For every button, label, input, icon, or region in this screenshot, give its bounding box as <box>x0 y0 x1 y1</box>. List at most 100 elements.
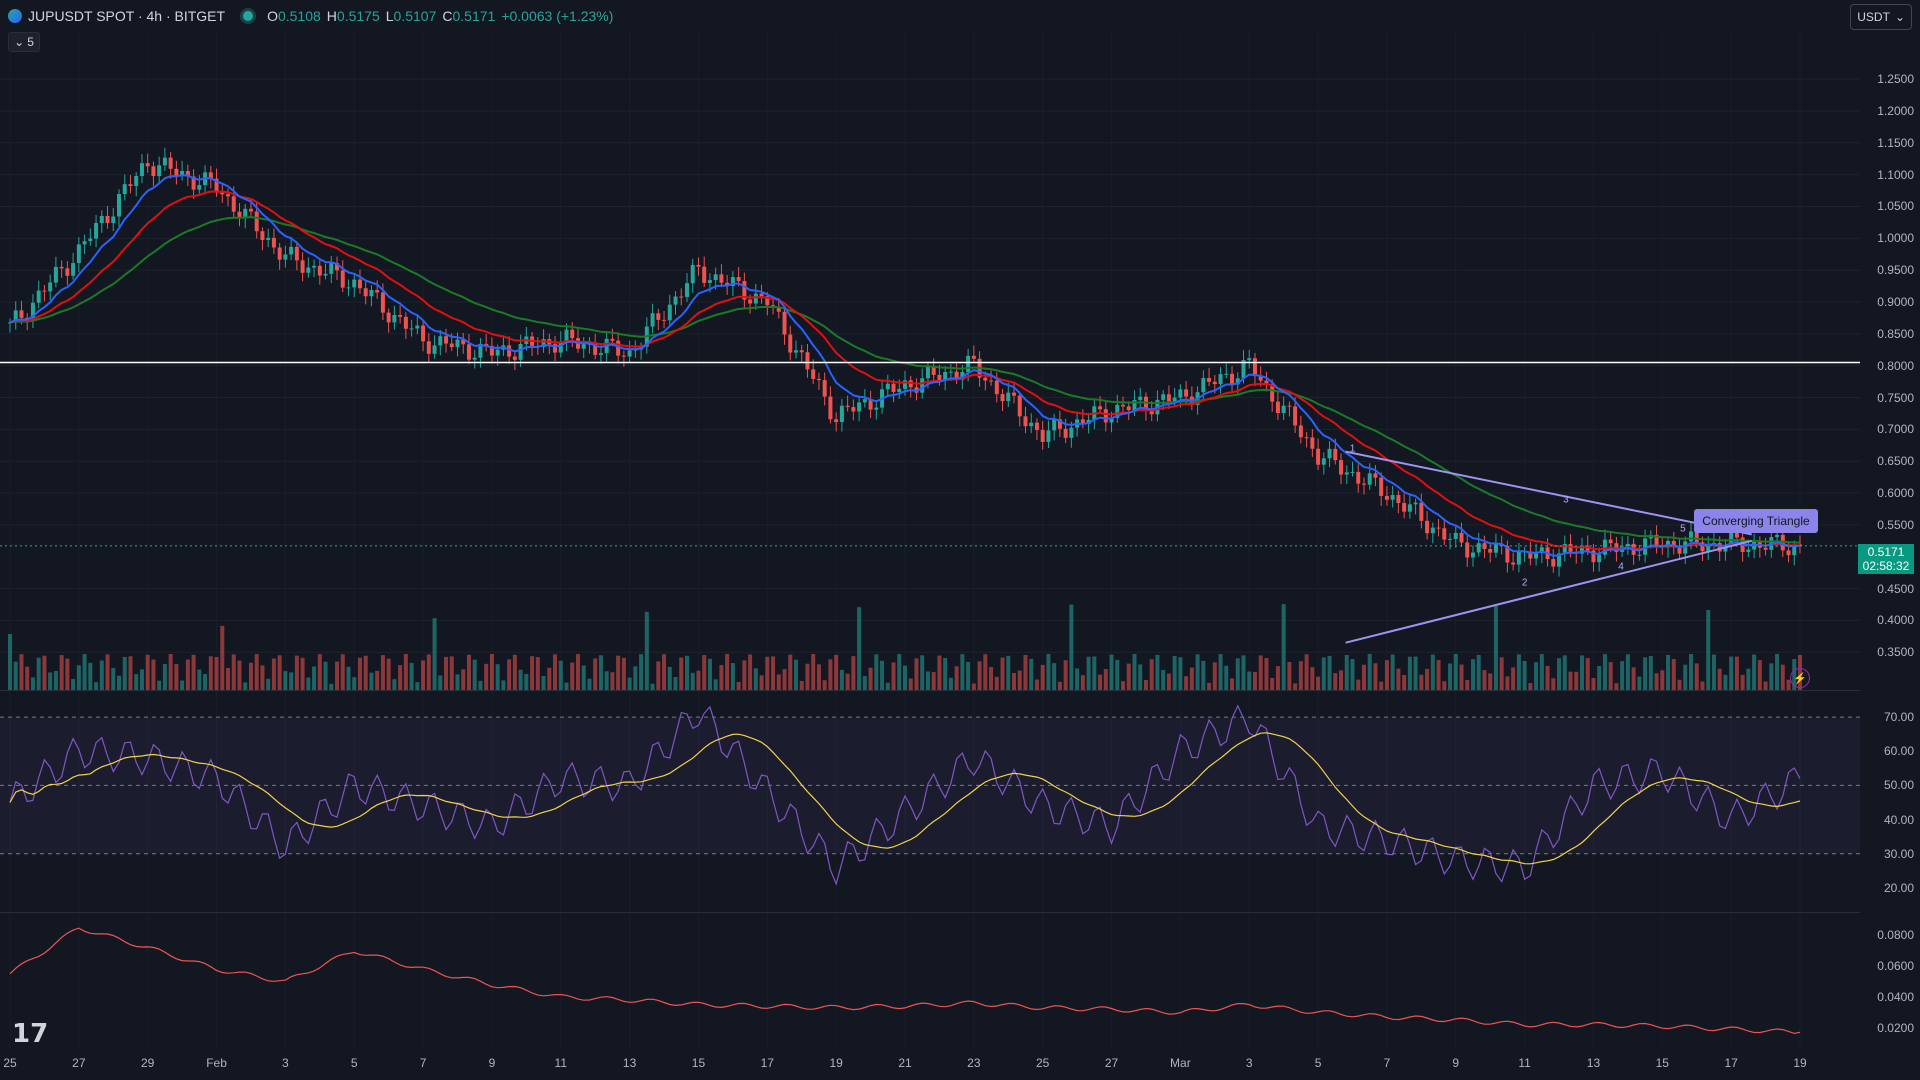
volume-bar <box>392 679 397 690</box>
candle-body <box>610 338 615 341</box>
volume-bar <box>1270 677 1275 690</box>
candle-body <box>1006 392 1011 402</box>
volume-bar <box>1706 610 1711 690</box>
volume-bar <box>960 654 965 690</box>
symbol-title[interactable]: JUPUSDT SPOT · 4h · BITGET <box>28 8 226 24</box>
volume-bar <box>71 679 76 690</box>
pane-separator[interactable] <box>0 690 1860 691</box>
volume-bar <box>1470 659 1475 690</box>
volume-bar <box>558 660 563 690</box>
volume-bar <box>1488 673 1493 690</box>
volume-bar <box>105 654 110 690</box>
volume-bar <box>822 680 827 690</box>
volume-bar <box>799 681 804 690</box>
volume-bar <box>604 671 609 690</box>
volume-bar <box>363 655 368 690</box>
rsi-axis-label: 70.00 <box>1883 710 1914 725</box>
currency-selector[interactable]: USDT ⌄ <box>1850 4 1912 30</box>
volume-bar <box>1212 662 1217 690</box>
volume-bar <box>702 655 707 690</box>
volume-bar <box>1637 676 1642 690</box>
indicators-collapse-button[interactable]: ⌄ 5 <box>8 32 40 52</box>
candle-body <box>966 355 971 372</box>
volume-bar <box>868 667 873 690</box>
volume-bar <box>954 666 959 690</box>
triangle-lower-line <box>1345 539 1753 644</box>
candle-body <box>1511 562 1516 565</box>
time-axis-label: 11 <box>554 1056 567 1070</box>
lightning-icon[interactable]: ⚡ <box>1790 668 1810 688</box>
volume-bar <box>1275 666 1280 690</box>
price-axis-label: 0.7000 <box>1877 422 1914 437</box>
candle-body <box>289 246 294 255</box>
volume-bar <box>1241 655 1246 690</box>
volume-bar <box>1448 663 1453 690</box>
volume-bar <box>346 666 351 690</box>
pattern-label[interactable]: Converging Triangle <box>1694 509 1818 533</box>
candle-body <box>1126 406 1131 411</box>
candle-body <box>1459 532 1464 543</box>
candle-body <box>180 170 185 176</box>
price-axis-label: 1.0000 <box>1877 231 1914 246</box>
volume-bar <box>765 656 770 690</box>
candle-body <box>94 222 99 239</box>
candle-body <box>1413 502 1418 505</box>
volume-bar <box>111 668 116 690</box>
volume-bar <box>650 683 655 690</box>
candle-body <box>564 329 569 342</box>
candle-body <box>1384 495 1389 500</box>
volume-bar <box>1052 663 1057 690</box>
candle-body <box>214 178 219 193</box>
volume-bar <box>421 660 426 690</box>
market-status-icon[interactable] <box>243 11 254 21</box>
volume-bar <box>271 658 276 690</box>
candle-body <box>76 244 81 264</box>
volume-bar <box>254 654 259 690</box>
candle-body <box>1275 401 1280 414</box>
volume-bar <box>931 672 936 690</box>
candle-body <box>191 176 196 190</box>
candle-body <box>1069 427 1074 438</box>
volume-bar <box>811 654 816 690</box>
volume-bar <box>1734 656 1739 690</box>
volume-bar <box>432 618 437 690</box>
volume-bar <box>1195 654 1200 690</box>
candle-body <box>1694 531 1699 543</box>
candle-body <box>65 268 70 276</box>
volume-bar <box>1648 655 1653 690</box>
volume-bar <box>834 654 839 690</box>
candle-body <box>1270 383 1275 402</box>
volume-bar <box>771 656 776 690</box>
tradingview-logo[interactable]: 𝟭𝟳 <box>12 1018 49 1048</box>
pane-separator[interactable] <box>0 912 1860 913</box>
rsi-axis-label: 60.00 <box>1883 744 1914 759</box>
volume-bar <box>1700 681 1705 690</box>
time-axis-label: 13 <box>622 1056 637 1070</box>
volume-bar <box>380 655 385 690</box>
volume-bar <box>782 669 787 690</box>
candle-body <box>994 380 999 395</box>
volume-bar <box>208 656 213 690</box>
oscillator-axis-label: 0.0800 <box>1877 928 1914 943</box>
volume-bar <box>1143 680 1148 690</box>
volume-bar <box>36 657 41 690</box>
candle-body <box>248 208 253 212</box>
volume-bar <box>719 665 724 690</box>
candle-body <box>673 296 678 305</box>
volume-bar <box>1499 657 1504 690</box>
volume-bar <box>1591 678 1596 690</box>
candle-body <box>702 266 707 283</box>
time-axis-label: 5 <box>350 1056 358 1070</box>
time-axis-label: 29 <box>141 1056 155 1070</box>
volume-bar <box>162 663 167 690</box>
time-axis-label: 27 <box>1104 1056 1119 1070</box>
candle-body <box>725 282 730 287</box>
volume-bar <box>248 662 253 690</box>
volume-bar <box>759 675 764 690</box>
volume-bar <box>748 654 753 690</box>
ema-mid-line <box>9 190 1801 551</box>
volume-bar <box>1436 659 1441 690</box>
candle-body <box>719 274 724 283</box>
candle-body <box>656 313 661 320</box>
